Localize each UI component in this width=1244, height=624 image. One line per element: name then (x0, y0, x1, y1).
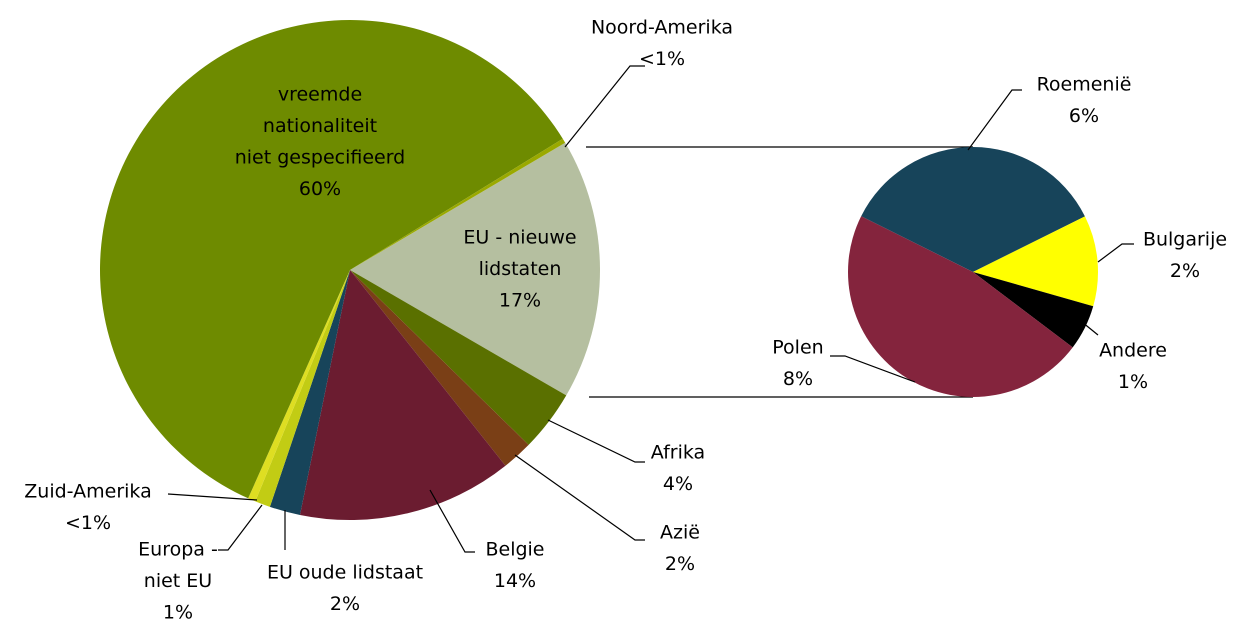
slice-label: niet gespecifieerd (235, 147, 406, 169)
pie-slice (299, 270, 506, 520)
slice-label: Europa - (138, 539, 218, 561)
pie-slice (248, 270, 350, 502)
pie-slice (350, 270, 567, 445)
slice-value-label: <1% (65, 512, 111, 534)
slice-value-label: 6% (1069, 105, 1099, 127)
leader-line (564, 65, 645, 148)
leader-line (218, 504, 263, 551)
slice-label: nationaliteit (263, 115, 377, 137)
slice-value-label: 8% (783, 368, 813, 390)
pie-slice (350, 142, 601, 396)
leader-line (514, 454, 645, 541)
leader-line (1097, 243, 1134, 263)
slice-label: Bulgarije (1143, 229, 1227, 251)
slice-label: Andere (1099, 340, 1167, 362)
slice-label: Polen (772, 337, 823, 359)
slice-value-label: 1% (1118, 371, 1148, 393)
slice-label: lidstaten (479, 258, 562, 280)
slice-label: Roemenië (1037, 74, 1132, 96)
slice-value-label: 60% (299, 178, 341, 200)
slice-label: Azië (660, 522, 700, 544)
leader-line (967, 89, 1022, 151)
slice-label: niet EU (144, 570, 212, 592)
pie-slice (848, 216, 1073, 397)
slice-value-label: 17% (499, 290, 541, 312)
slice-value-label: <1% (639, 48, 685, 70)
slice-value-label: 1% (163, 602, 193, 624)
leader-line (547, 419, 645, 463)
pie-slice (269, 270, 350, 515)
slice-label: Zuid-Amerika (24, 481, 151, 503)
leader-line (1081, 321, 1099, 336)
leader-line (830, 355, 916, 383)
pie-slice (861, 147, 1085, 272)
slice-value-label: 4% (663, 473, 693, 495)
pie-slice (973, 272, 1094, 348)
leader-line (429, 489, 475, 553)
pie-slice (350, 138, 566, 270)
slice-value-label: 14% (494, 570, 536, 592)
leader-line (167, 493, 258, 501)
pie-slice (350, 270, 529, 466)
slice-label: Belgie (485, 539, 544, 561)
slice-label: EU - nieuwe (463, 227, 576, 249)
slice-value-label: 2% (330, 593, 360, 615)
slice-label: vreemde (278, 84, 362, 106)
pie-slice (255, 270, 350, 507)
slice-value-label: 2% (665, 553, 695, 575)
slice-label: Afrika (651, 442, 705, 464)
slice-value-label: 2% (1170, 260, 1200, 282)
slice-label: EU oude lidstaat (267, 562, 423, 584)
slice-label: Noord-Amerika (591, 17, 733, 39)
pie-slice (100, 20, 563, 499)
pie-slice (973, 216, 1098, 307)
